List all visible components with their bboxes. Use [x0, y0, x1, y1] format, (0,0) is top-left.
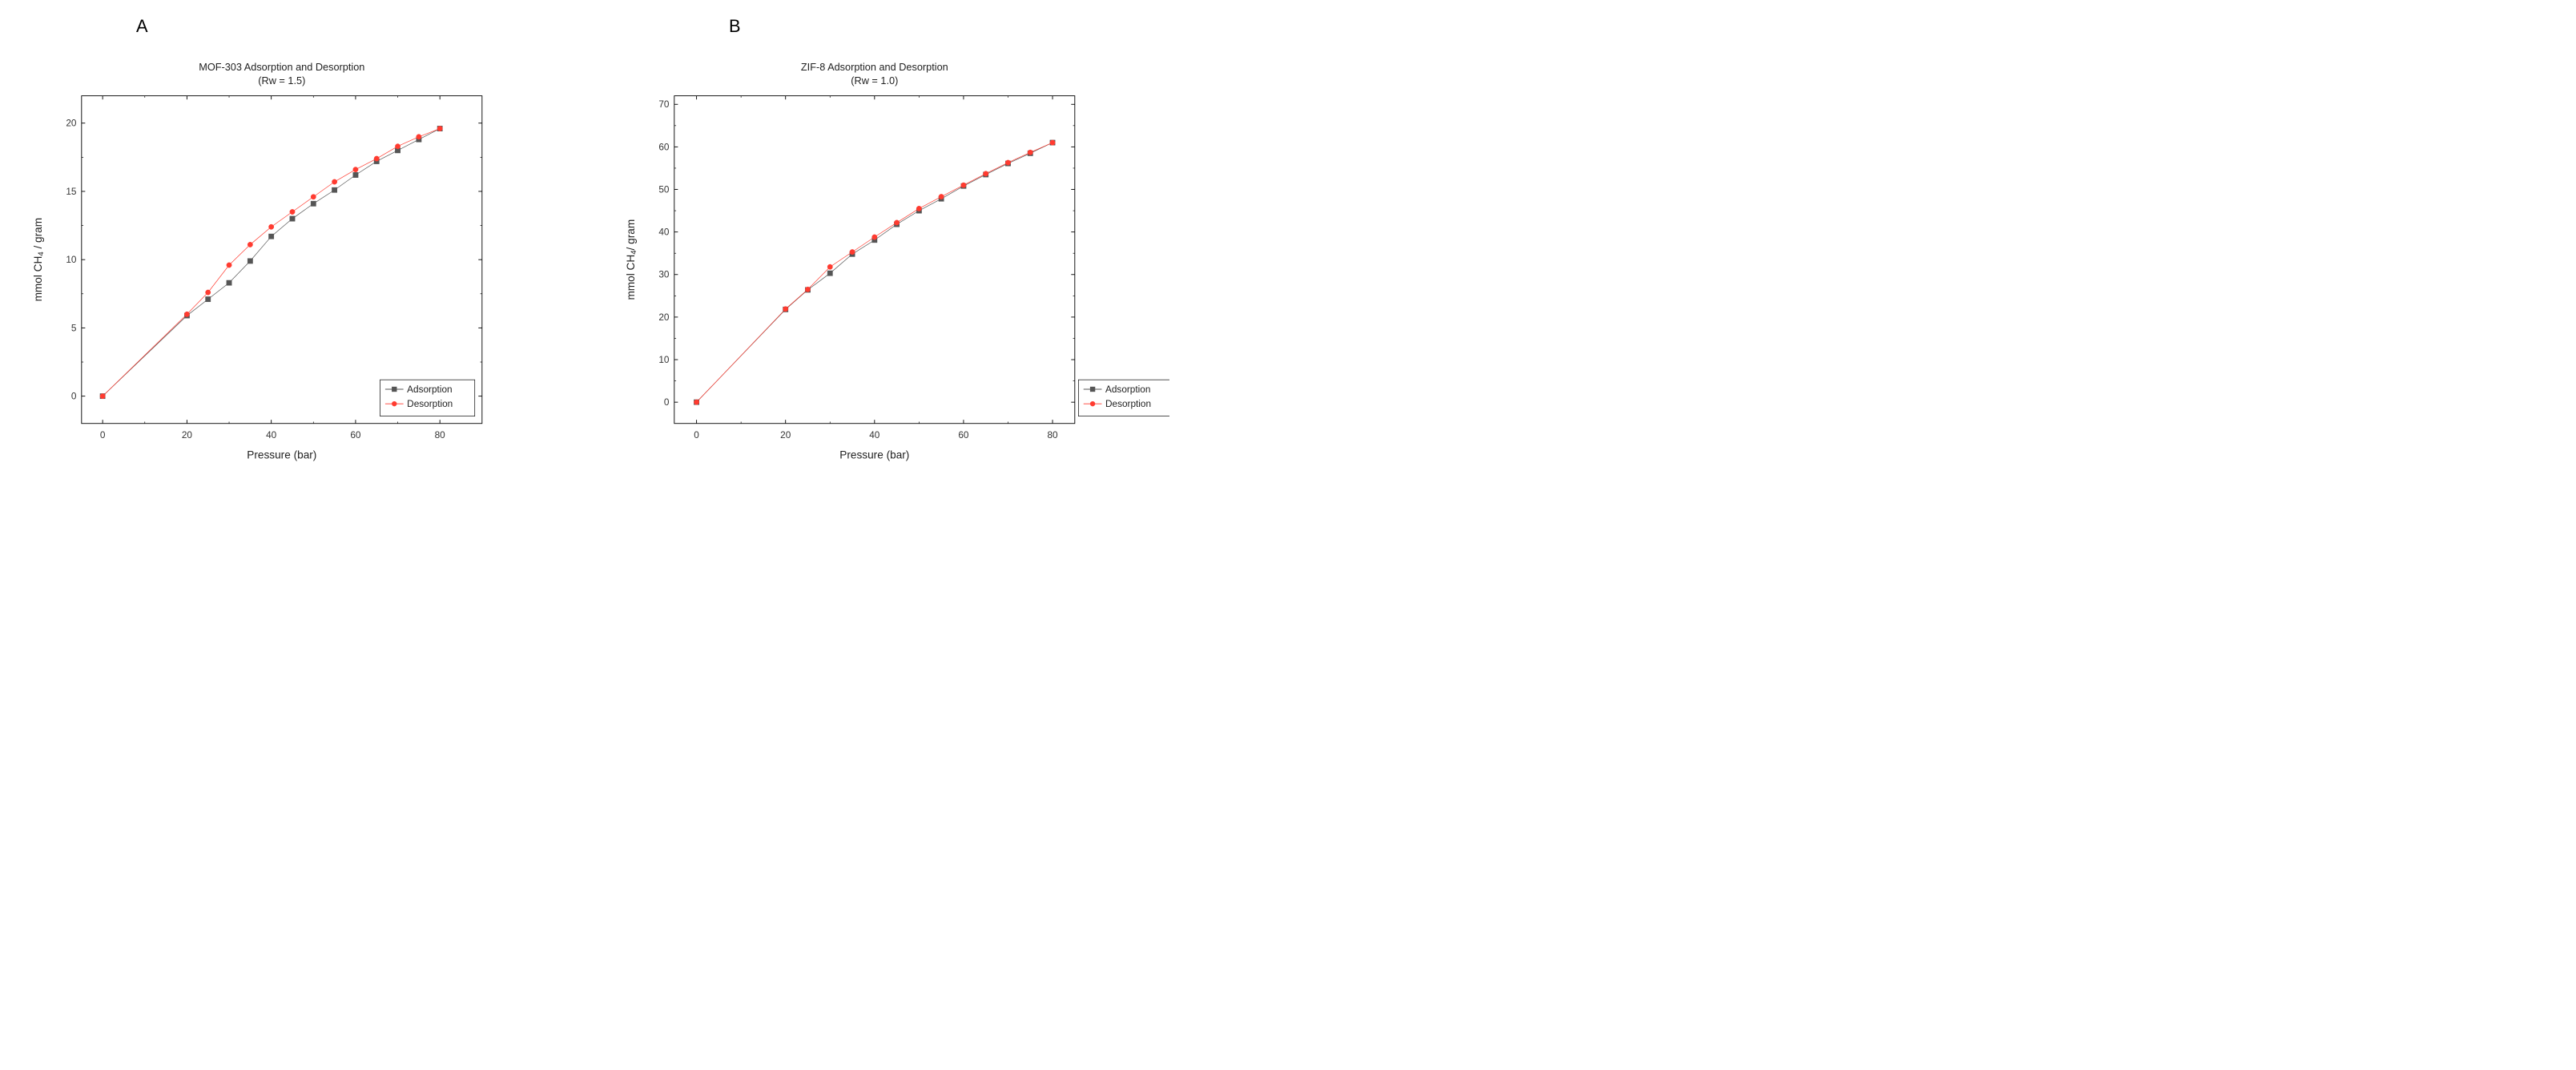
- svg-text:60: 60: [658, 141, 670, 152]
- svg-text:mmol CH4 / gram: mmol CH4 / gram: [32, 218, 46, 302]
- svg-text:Adsorption: Adsorption: [1105, 384, 1150, 395]
- svg-text:Desorption: Desorption: [1105, 398, 1151, 409]
- svg-text:(Rw = 1.5): (Rw = 1.5): [258, 74, 305, 86]
- panel-label-a: A: [136, 16, 577, 37]
- svg-text:40: 40: [658, 227, 670, 238]
- svg-text:80: 80: [1047, 429, 1058, 440]
- svg-text:20: 20: [66, 118, 77, 129]
- svg-text:80: 80: [435, 429, 446, 440]
- svg-text:20: 20: [658, 312, 670, 323]
- svg-text:60: 60: [958, 429, 969, 440]
- svg-text:40: 40: [266, 429, 277, 440]
- panel-b: B 0 20 40 60 80 0 10 20 30 40 50 60 70 ZIF-8 Adsorpti…: [609, 16, 1169, 481]
- svg-text:40: 40: [869, 429, 880, 440]
- svg-text:Desorption: Desorption: [407, 398, 453, 409]
- panel-label-b: B: [729, 16, 1169, 37]
- panel-a: A 0 20 40 60 80 0 5 10 15 20 MOF-303 Adsorption an…: [16, 16, 577, 481]
- svg-text:Pressure (bar): Pressure (bar): [839, 449, 909, 461]
- svg-text:60: 60: [350, 429, 361, 440]
- svg-text:5: 5: [71, 322, 77, 333]
- legend: Adsorption Desorption: [1078, 380, 1169, 416]
- svg-text:10: 10: [658, 354, 670, 365]
- legend: Adsorption Desorption: [380, 380, 475, 416]
- svg-text:0: 0: [664, 396, 670, 408]
- svg-text:20: 20: [780, 429, 791, 440]
- chart-b: 0 20 40 60 80 0 10 20 30 40 50 60 70 ZIF-8 Adsorption…: [609, 45, 1169, 481]
- chart-b-wrap: 0 20 40 60 80 0 10 20 30 40 50 60 70 ZIF-8 Adsorption…: [609, 45, 1169, 481]
- svg-text:70: 70: [658, 99, 670, 110]
- svg-text:0: 0: [100, 429, 106, 440]
- svg-text:ZIF-8 Adsorption and Desorptio: ZIF-8 Adsorption and Desorption: [801, 61, 948, 73]
- figure-row: A 0 20 40 60 80 0 5 10 15 20 MOF-303 Adsorption an…: [16, 16, 2560, 481]
- svg-text:0: 0: [71, 391, 77, 402]
- svg-text:20: 20: [182, 429, 193, 440]
- svg-text:Pressure (bar): Pressure (bar): [247, 449, 316, 461]
- svg-text:0: 0: [694, 429, 699, 440]
- svg-text:mmol CH4/ gram: mmol CH4/ gram: [625, 219, 638, 300]
- chart-a: 0 20 40 60 80 0 5 10 15 20 MOF-303 Adsorption and …: [16, 45, 577, 481]
- chart-a-wrap: 0 20 40 60 80 0 5 10 15 20 MOF-303 Adsorption and …: [16, 45, 577, 481]
- svg-text:15: 15: [66, 186, 77, 197]
- svg-text:(Rw = 1.0): (Rw = 1.0): [851, 74, 898, 86]
- svg-text:10: 10: [66, 254, 77, 265]
- svg-text:30: 30: [658, 269, 670, 280]
- svg-text:50: 50: [658, 183, 670, 195]
- svg-text:MOF-303 Adsorption and Desorpt: MOF-303 Adsorption and Desorption: [199, 61, 364, 73]
- svg-text:Adsorption: Adsorption: [407, 384, 452, 395]
